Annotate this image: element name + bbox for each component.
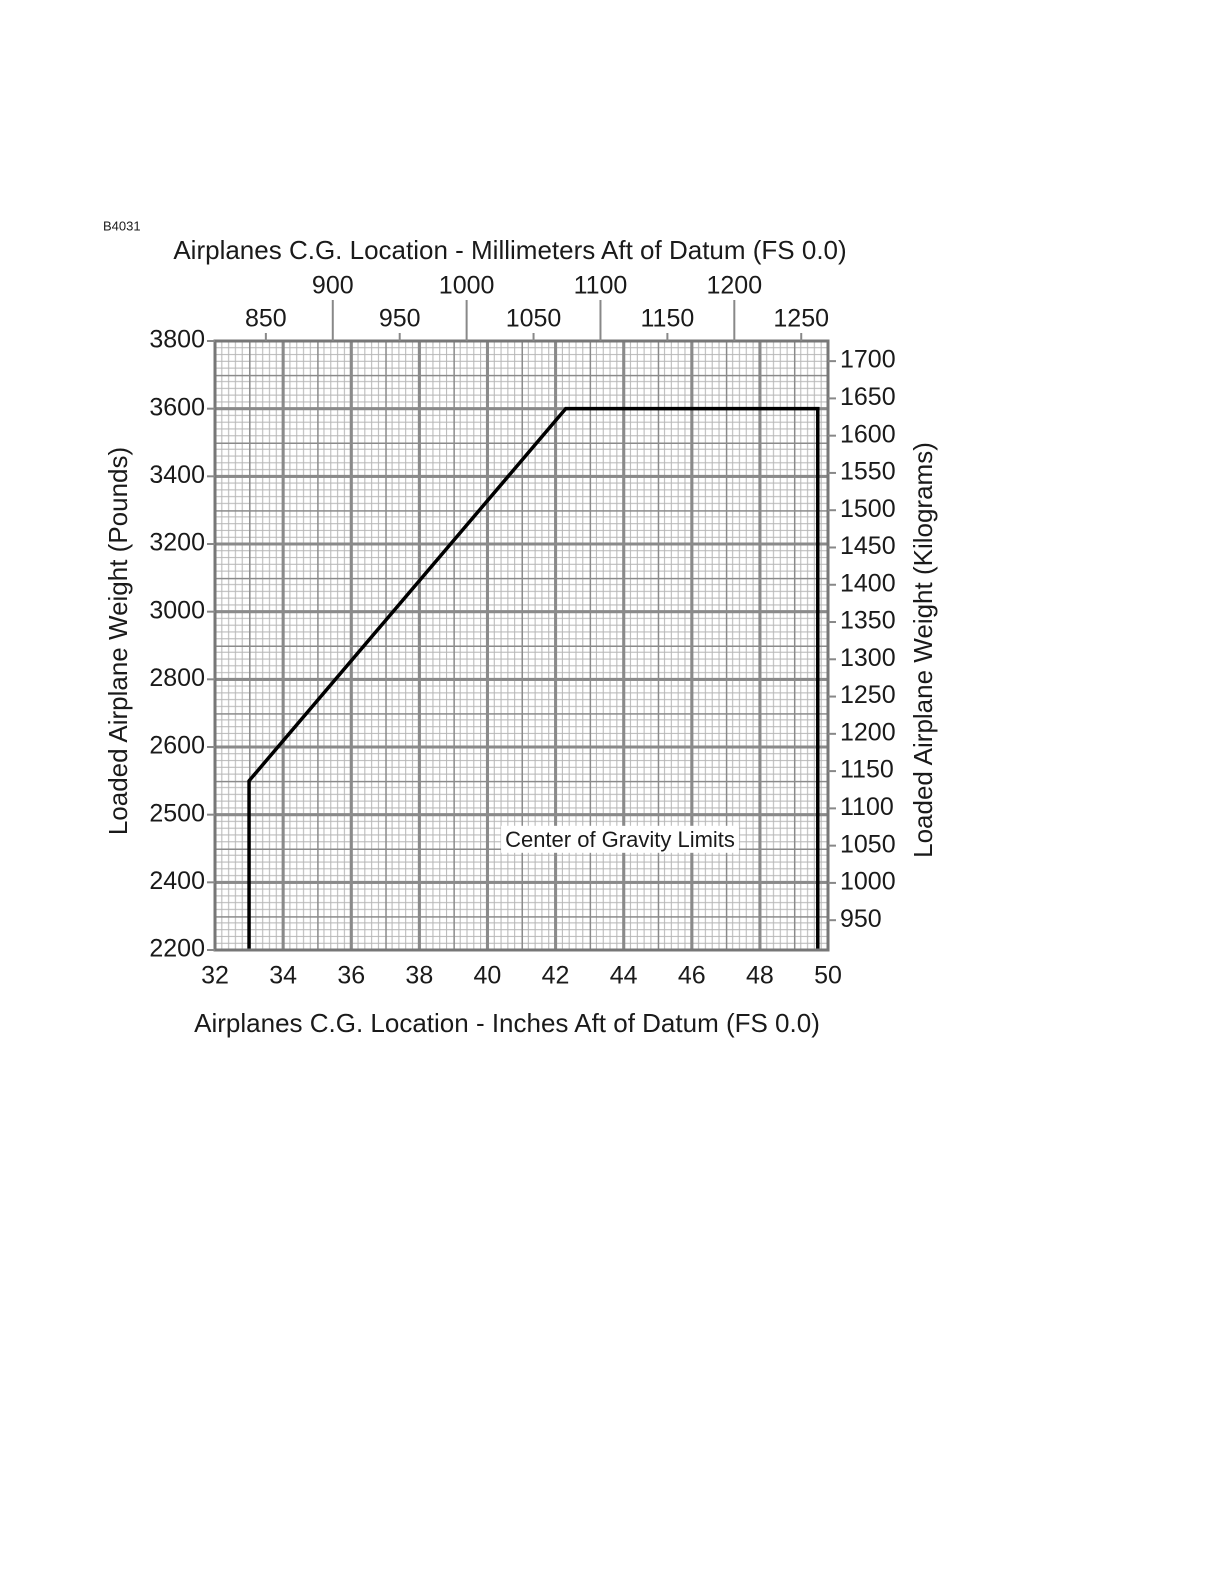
x2-tick-label: 1050	[506, 305, 562, 333]
y2-tick-label: 1300	[840, 644, 896, 672]
y2-tick-label: 1450	[840, 532, 896, 560]
x2-tick-label: 1250	[773, 305, 829, 333]
y2-tick-label: 1550	[840, 458, 896, 486]
x2-tick-label: 950	[379, 305, 421, 333]
y-axis-title: Loaded Airplane Weight (Pounds)	[103, 447, 133, 835]
x2-tick-label: 850	[245, 305, 287, 333]
annotation-background	[501, 825, 739, 853]
x2-tick-label: 1100	[574, 272, 628, 300]
y2-tick-label: 1150	[840, 756, 894, 784]
y2-tick-label: 1650	[840, 383, 896, 411]
y-tick-label: 3800	[149, 326, 205, 354]
y2-tick-label: 1000	[840, 868, 896, 896]
x-tick-label: 36	[337, 962, 365, 990]
x-tick-label: 50	[814, 962, 842, 990]
y-tick-label: 3400	[149, 461, 205, 489]
x-tick-label: 42	[542, 962, 570, 990]
y2-tick-label: 1700	[840, 346, 896, 374]
x-axis-title: Airplanes C.G. Location - Inches Aft of …	[194, 1008, 820, 1038]
x2-tick-label: 900	[312, 272, 354, 300]
plot-frame	[213, 339, 830, 952]
y2-tick-label: 1200	[840, 718, 896, 746]
y2-tick-label: 1050	[840, 830, 896, 858]
annotation: Center of Gravity Limits	[505, 827, 735, 852]
x2-tick-label: 1150	[641, 305, 695, 333]
y2-tick-label: 1400	[840, 569, 896, 597]
y-tick-label: 3200	[149, 529, 205, 557]
y2-tick-label: 1500	[840, 495, 896, 523]
grid-background	[215, 341, 828, 950]
y-tick-label: 2200	[149, 935, 205, 963]
y2-tick-label: 950	[840, 905, 882, 933]
series-line	[247, 406, 820, 950]
x-tick-label: 48	[746, 962, 774, 990]
x-tick-label: 44	[610, 962, 638, 990]
y2-tick-label: 1250	[840, 681, 896, 709]
y2-tick-label: 1100	[840, 793, 894, 821]
y2-axis-title: Loaded Airplane Weight (Kilograms)	[908, 442, 938, 858]
x-tick-label: 32	[201, 962, 229, 990]
y-tick-label: 2400	[149, 867, 205, 895]
x2-tick-label: 1200	[706, 272, 762, 300]
x-tick-label: 34	[269, 962, 297, 990]
x-tick-label: 40	[474, 962, 502, 990]
y2-tick-label: 1600	[840, 420, 896, 448]
y2-tick-label: 1350	[840, 607, 896, 635]
y-tick-label: 2800	[149, 664, 205, 692]
x-tick-label: 46	[678, 962, 706, 990]
x2-axis-title: Airplanes C.G. Location - Millimeters Af…	[173, 235, 846, 265]
y-tick-label: 2600	[149, 732, 205, 760]
y-tick-label: 2500	[149, 799, 205, 827]
x2-tick-label: 1000	[439, 272, 495, 300]
y-tick-label: 3000	[149, 596, 205, 624]
x-tick-label: 38	[405, 962, 433, 990]
y-tick-label: 3600	[149, 393, 205, 421]
figure-id: B4031	[103, 218, 141, 233]
